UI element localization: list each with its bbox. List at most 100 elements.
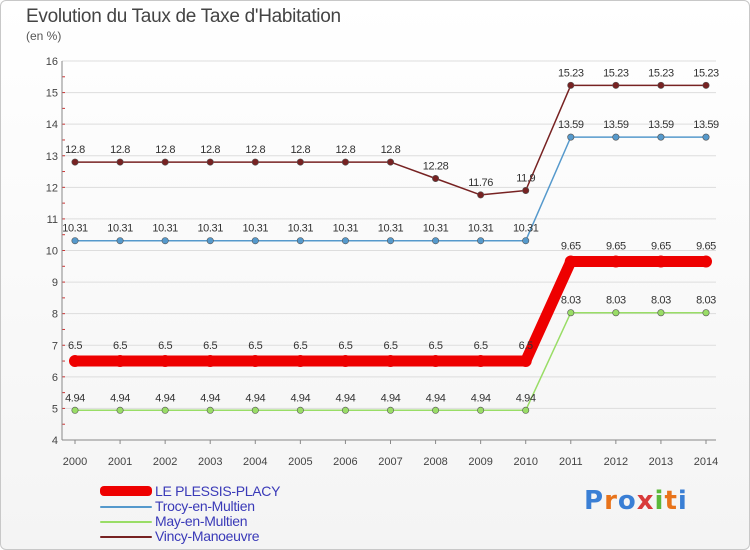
legend-label: LE PLESSIS-PLACY xyxy=(155,483,281,499)
data-label: 6.5 xyxy=(338,340,352,352)
data-label: 4.94 xyxy=(471,392,491,404)
data-label: 12.28 xyxy=(423,160,449,172)
y-tick-label: 7 xyxy=(52,340,58,352)
data-point xyxy=(251,406,259,414)
legend-swatch xyxy=(100,521,152,523)
y-tick-label: 16 xyxy=(46,56,58,68)
data-label: 6.5 xyxy=(113,340,127,352)
data-point xyxy=(477,191,485,199)
data-label: 12.8 xyxy=(381,144,401,156)
data-point xyxy=(432,406,440,414)
legend-label: Trocy-en-Multien xyxy=(155,498,255,514)
data-label: 12.8 xyxy=(110,144,130,156)
data-label: 8.03 xyxy=(561,295,581,307)
y-tick-label: 8 xyxy=(52,309,58,321)
data-point xyxy=(522,406,530,414)
data-point xyxy=(206,406,214,414)
data-label: 4.94 xyxy=(290,392,310,404)
y-tick-label: 10 xyxy=(46,246,58,258)
data-point xyxy=(116,158,124,166)
data-point xyxy=(206,237,214,245)
data-label: 6.5 xyxy=(68,340,82,352)
data-point xyxy=(474,355,487,368)
data-label: 6.5 xyxy=(429,340,443,352)
data-label: 15.23 xyxy=(603,67,629,79)
data-label: 10.31 xyxy=(423,223,449,235)
data-label: 12.8 xyxy=(336,144,356,156)
x-tick-label: 2005 xyxy=(288,456,312,468)
x-tick-label: 2012 xyxy=(604,456,628,468)
legend-label: May-en-Multien xyxy=(155,513,248,529)
data-label: 6.5 xyxy=(248,340,262,352)
data-point xyxy=(341,406,349,414)
data-label: 12.8 xyxy=(155,144,175,156)
data-label: 8.03 xyxy=(696,295,716,307)
data-point xyxy=(386,406,394,414)
data-point xyxy=(296,237,304,245)
data-label: 4.94 xyxy=(155,392,175,404)
data-label: 6.5 xyxy=(474,340,488,352)
data-label: 11.76 xyxy=(468,177,493,189)
data-label: 9.65 xyxy=(561,241,581,253)
data-label: 13.59 xyxy=(558,119,584,131)
x-tick-label: 2002 xyxy=(153,456,177,468)
data-point xyxy=(612,81,620,89)
data-label: 10.31 xyxy=(513,223,539,235)
data-label: 9.65 xyxy=(606,241,626,253)
data-point xyxy=(432,237,440,245)
data-point xyxy=(522,186,530,194)
data-label: 10.31 xyxy=(288,223,314,235)
data-point xyxy=(519,355,532,368)
data-point xyxy=(657,309,665,317)
data-point xyxy=(69,355,81,368)
data-label: 11.9 xyxy=(516,172,535,184)
data-label: 10.31 xyxy=(197,223,223,235)
data-point xyxy=(702,133,710,141)
data-point xyxy=(294,355,307,368)
data-label: 4.94 xyxy=(200,392,220,404)
data-point xyxy=(657,133,665,141)
data-point xyxy=(116,237,124,245)
data-point xyxy=(251,237,259,245)
data-point xyxy=(251,158,259,166)
data-label: 13.59 xyxy=(693,119,719,131)
data-label: 12.8 xyxy=(245,144,265,156)
data-label: 4.94 xyxy=(381,392,401,404)
data-point xyxy=(159,355,172,368)
data-label: 4.94 xyxy=(65,392,85,404)
legend-swatch xyxy=(100,506,152,508)
data-label: 15.23 xyxy=(648,67,674,79)
data-point xyxy=(161,237,169,245)
series-line xyxy=(74,84,707,196)
data-point xyxy=(522,237,530,245)
y-tick-label: 12 xyxy=(46,182,58,194)
data-point xyxy=(700,255,712,268)
y-tick-label: 4 xyxy=(52,435,58,447)
data-point xyxy=(609,255,622,268)
x-tick-label: 2000 xyxy=(63,456,87,468)
data-point xyxy=(71,158,79,166)
data-label: 6.5 xyxy=(203,340,217,352)
data-label: 4.94 xyxy=(336,392,356,404)
y-tick-label: 9 xyxy=(52,277,58,289)
data-point xyxy=(654,255,667,268)
data-point xyxy=(564,255,577,268)
data-point xyxy=(341,237,349,245)
data-label: 10.31 xyxy=(378,223,404,235)
data-point xyxy=(339,355,352,368)
data-label: 10.31 xyxy=(468,223,494,235)
x-tick-label: 2013 xyxy=(649,456,673,468)
x-tick-label: 2008 xyxy=(423,456,447,468)
data-point xyxy=(71,406,79,414)
data-label: 4.94 xyxy=(245,392,265,404)
data-point xyxy=(114,355,127,368)
x-tick-label: 2007 xyxy=(378,456,402,468)
x-tick-label: 2001 xyxy=(108,456,132,468)
data-point xyxy=(386,158,394,166)
x-tick-label: 2014 xyxy=(694,456,718,468)
data-point xyxy=(341,158,349,166)
data-point xyxy=(386,237,394,245)
x-tick-label: 2004 xyxy=(243,456,267,468)
data-label: 8.03 xyxy=(651,295,671,307)
